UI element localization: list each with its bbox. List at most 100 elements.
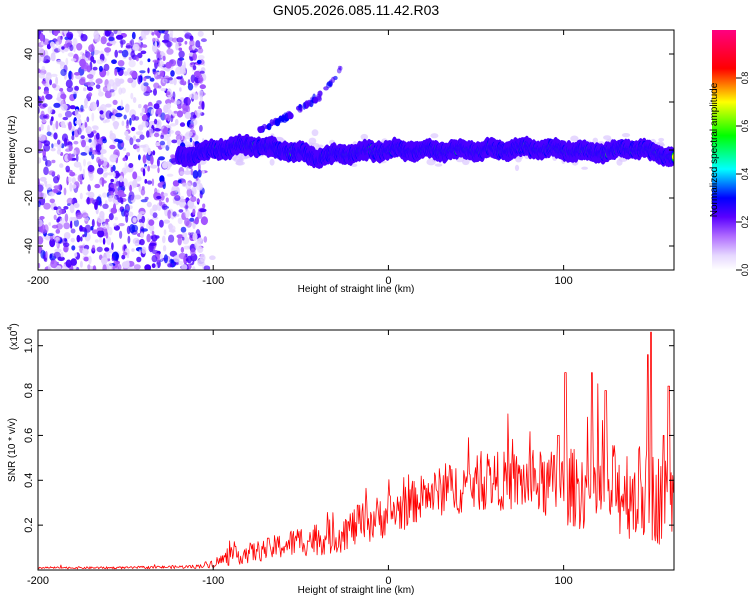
noise-speckle: [106, 236, 112, 246]
noise-speckle: [98, 91, 104, 97]
noise-speckle: [163, 134, 169, 141]
noise-speckle: [94, 201, 98, 210]
noise-speckle: [129, 70, 137, 76]
noise-speckle: [55, 239, 59, 247]
noise-speckle: [189, 123, 195, 130]
noise-speckle: [117, 197, 124, 203]
x-tick-label: 100: [554, 275, 572, 287]
colorbar: 0.0 0.2 0.4 0.6 0.8 Normalized spectral ampl…: [709, 30, 750, 276]
noise-speckle: [163, 219, 171, 224]
noise-speckle: [140, 232, 144, 238]
noise-speckle: [99, 110, 104, 115]
branch-cell: [323, 86, 329, 91]
noise-speckle: [166, 173, 174, 177]
noise-speckle: [38, 184, 44, 192]
noise-speckle: [184, 40, 188, 45]
noise-speckle: [139, 211, 146, 215]
spectrogram-noise-region: [38, 30, 216, 270]
noise-speckle: [197, 55, 205, 60]
noise-speckle: [63, 187, 67, 196]
noise-speckle: [71, 90, 79, 94]
noise-speckle: [68, 121, 72, 130]
noise-speckle: [73, 149, 77, 156]
noise-speckle: [184, 111, 192, 120]
noise-speckle: [60, 68, 67, 77]
noise-speckle: [91, 219, 95, 228]
noise-speckle: [116, 105, 124, 111]
noise-speckle: [57, 139, 61, 145]
noise-speckle: [137, 75, 142, 85]
faint-speckle: [658, 137, 665, 142]
colorbar-ticks: 0.0 0.2 0.4 0.6 0.8: [736, 72, 750, 276]
noise-speckle: [44, 181, 48, 188]
noise-speckle: [86, 65, 91, 73]
noise-speckle: [161, 204, 168, 211]
noise-speckle: [68, 144, 73, 152]
noise-speckle: [38, 191, 43, 199]
noise-speckle: [122, 251, 128, 256]
faint-speckle: [570, 135, 579, 142]
noise-speckle: [135, 138, 141, 143]
noise-speckle: [143, 76, 147, 82]
noise-speckle: [183, 170, 191, 175]
noise-speckle: [109, 40, 117, 44]
noise-speckle: [66, 197, 74, 205]
branch-cell: [313, 97, 319, 104]
colorbar-tick-label: 0.8: [740, 72, 750, 85]
noise-speckle: [197, 75, 204, 84]
noise-speckle: [181, 182, 187, 188]
noise-speckle: [156, 158, 160, 167]
noise-speckle: [78, 78, 86, 86]
faint-speckle: [514, 164, 520, 171]
noise-speckle: [47, 106, 53, 115]
noise-speckle: [155, 263, 158, 270]
noise-speckle: [53, 206, 58, 210]
branch-cell: [266, 123, 272, 131]
noise-speckle: [95, 132, 100, 140]
x-tick-label: -200: [27, 575, 49, 587]
noise-speckle: [173, 255, 180, 263]
noise-speckle: [115, 112, 123, 118]
noise-speckle: [92, 229, 99, 234]
noise-speckle: [153, 132, 160, 138]
noise-speckle: [203, 236, 208, 243]
noise-speckle: [38, 126, 42, 132]
noise-speckle: [45, 93, 53, 100]
noise-speckle: [179, 80, 185, 85]
noise-speckle: [111, 256, 115, 262]
noise-speckle: [84, 82, 91, 86]
noise-speckle: [167, 209, 172, 219]
noise-speckle: [170, 190, 177, 197]
noise-speckle: [127, 267, 135, 270]
noise-speckle: [132, 237, 140, 245]
noise-speckle: [163, 192, 168, 197]
noise-speckle: [122, 157, 127, 162]
noise-speckle: [175, 42, 179, 51]
noise-speckle: [96, 227, 104, 232]
noise-speckle: [77, 127, 82, 135]
noise-speckle: [202, 170, 205, 175]
noise-speckle: [134, 116, 140, 121]
noise-speckle: [154, 118, 158, 125]
noise-speckle: [180, 246, 185, 253]
noise-speckle: [172, 180, 180, 187]
noise-speckle: [186, 255, 192, 264]
noise-speckle: [160, 134, 165, 139]
noise-speckle: [140, 228, 148, 232]
noise-speckle: [179, 87, 182, 92]
noise-speckle: [87, 86, 94, 92]
noise-speckle: [64, 213, 69, 223]
noise-speckle: [118, 50, 123, 54]
noise-speckle: [153, 88, 157, 96]
noise-speckle: [84, 145, 90, 154]
noise-speckle: [159, 175, 165, 183]
noise-speckle: [70, 228, 76, 234]
noise-speckle: [87, 161, 92, 166]
noise-speckle: [69, 182, 73, 192]
noise-speckle: [146, 201, 152, 208]
noise-speckle: [74, 85, 79, 92]
noise-speckle: [51, 159, 56, 164]
noise-speckle: [102, 203, 109, 209]
noise-speckle: [199, 84, 206, 90]
noise-speckle: [147, 58, 151, 63]
